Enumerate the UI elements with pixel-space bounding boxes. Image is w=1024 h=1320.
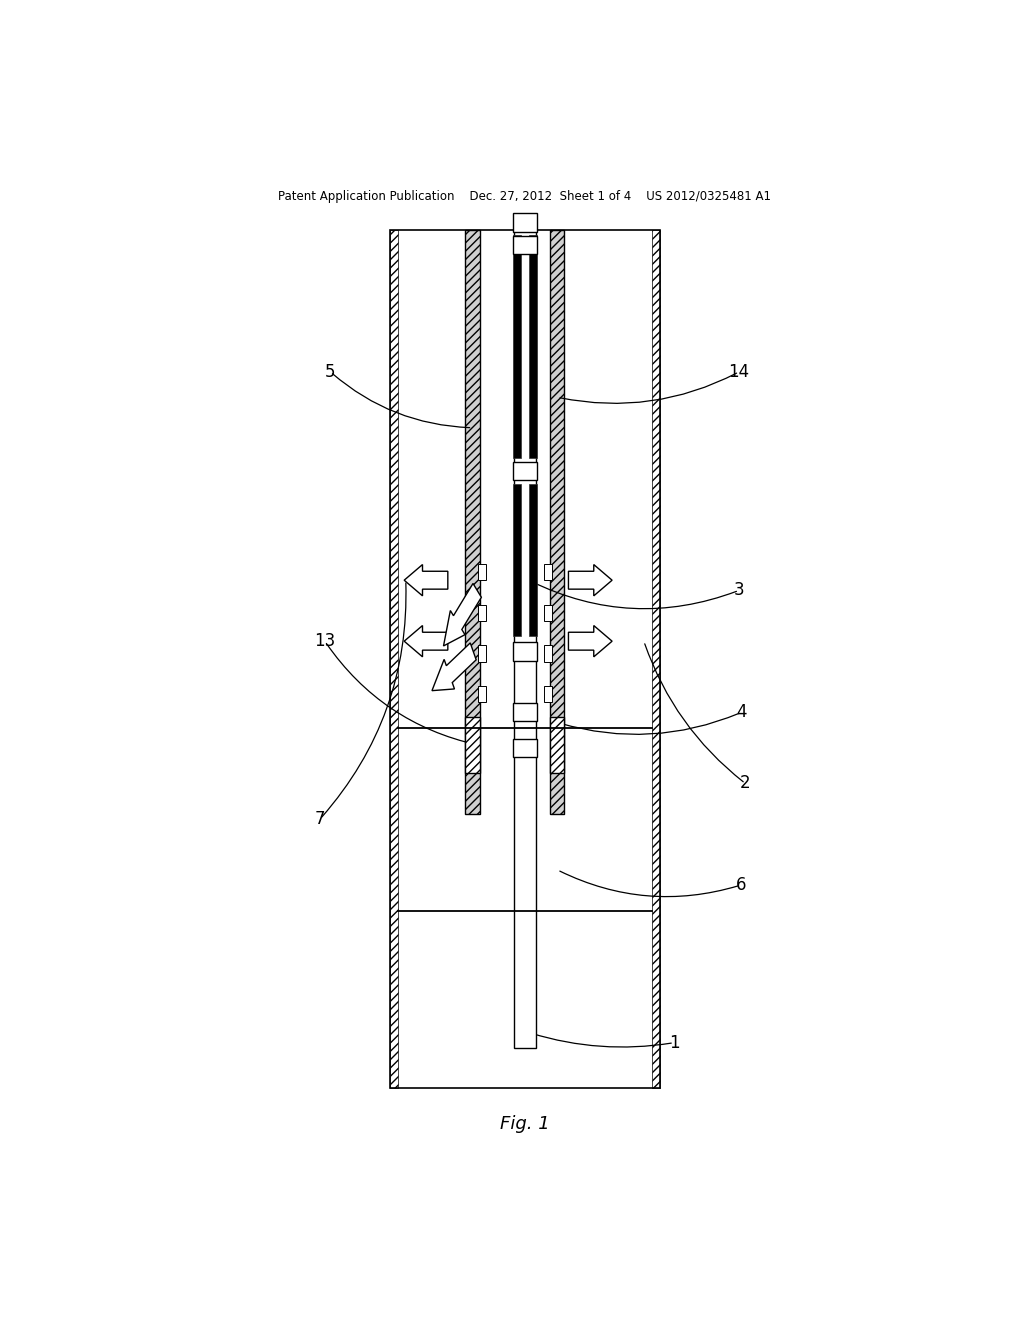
Bar [513, 214, 537, 231]
Bar [478, 605, 486, 620]
Bar [528, 483, 537, 636]
Bar [513, 739, 537, 758]
Bar [544, 686, 552, 702]
Bar [550, 718, 564, 774]
Bar [528, 235, 537, 458]
Bar [465, 230, 479, 814]
Bar [544, 564, 552, 581]
Bar [513, 483, 521, 636]
Bar [390, 230, 398, 1089]
Text: Patent Application Publication    Dec. 27, 2012  Sheet 1 of 4    US 2012/0325481: Patent Application Publication Dec. 27, … [279, 190, 771, 202]
Bar [652, 230, 659, 1089]
Text: 3: 3 [734, 581, 744, 599]
Bar [478, 645, 486, 661]
Text: 7: 7 [314, 810, 326, 828]
Text: 5: 5 [325, 363, 336, 381]
Text: 4: 4 [736, 704, 746, 721]
Bar [550, 230, 564, 814]
Bar [513, 235, 521, 458]
Polygon shape [443, 583, 481, 645]
Polygon shape [404, 565, 447, 595]
Bar [478, 564, 486, 581]
Bar [465, 718, 479, 774]
Bar [550, 230, 564, 814]
Polygon shape [568, 626, 612, 657]
Bar [478, 686, 486, 702]
Bar [544, 645, 552, 661]
Bar [513, 236, 537, 253]
Text: 13: 13 [314, 632, 336, 651]
Bar [513, 462, 537, 480]
Text: 1: 1 [669, 1034, 679, 1052]
Bar [465, 230, 479, 814]
Bar [513, 643, 537, 660]
Bar [390, 230, 659, 1089]
Polygon shape [568, 565, 612, 595]
Bar [514, 230, 536, 1048]
Text: 6: 6 [735, 876, 745, 894]
Polygon shape [404, 626, 447, 657]
Text: Fig. 1: Fig. 1 [500, 1115, 550, 1133]
Bar [544, 605, 552, 620]
Polygon shape [432, 643, 476, 690]
Bar [513, 704, 537, 722]
Text: 2: 2 [740, 775, 751, 792]
Text: 14: 14 [728, 363, 750, 381]
